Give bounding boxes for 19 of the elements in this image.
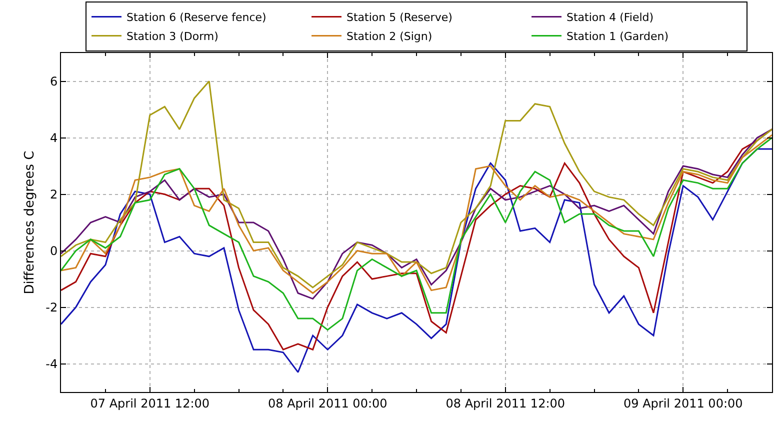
y-tick-label: -2: [46, 300, 58, 314]
legend-label: Station 3 (Dorm): [126, 30, 218, 44]
legend-label: Station 5 (Reserve): [346, 11, 452, 24]
x-tick-label: 08 April 2011 00:00: [268, 396, 388, 410]
y-tick-label: 0: [50, 244, 58, 258]
line-series: [61, 80, 772, 288]
legend-label: Station 4 (Field): [566, 11, 654, 24]
legend-label: Station 6 (Reserve fence): [126, 11, 266, 24]
x-tick-label: 08 April 2011 12:00: [446, 396, 566, 410]
y-tick-label: 6: [50, 74, 58, 88]
y-tick-label: -4: [46, 356, 58, 371]
x-tick-label: 07 April 2011 12:00: [90, 396, 210, 410]
y-tick-label: 2: [50, 187, 58, 202]
y-axis-title: Differences degrees C: [22, 150, 38, 294]
line-series: [61, 148, 772, 373]
legend-label: Station 2 (Sign): [346, 30, 432, 44]
x-tick-label: 09 April 2011 00:00: [623, 396, 743, 410]
legend-label: Station 1 (Garden): [566, 30, 668, 44]
y-tick-label: 4: [50, 130, 58, 145]
